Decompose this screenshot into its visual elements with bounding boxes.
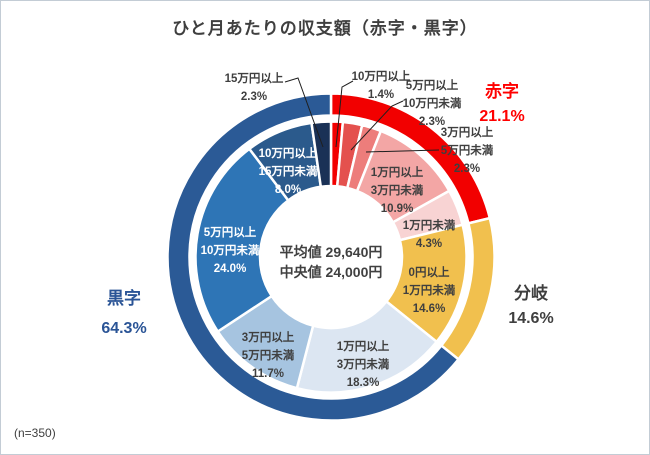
mean-value: 平均値 29,640円 — [279, 244, 383, 260]
segment-label-3-line-1: 3万円未満 — [371, 183, 424, 197]
segment-label-1-line-2: 2.3% — [419, 116, 445, 128]
segment-label-9-line-1: 15万円未満 — [259, 164, 318, 178]
segment-label-1-line-0: 5万円以上 — [406, 78, 459, 92]
segment-label-4-line-1: 4.3% — [416, 238, 442, 250]
group-label-surplus-name: 黒字 — [107, 289, 141, 308]
segment-label-10-line-1: 2.3% — [241, 91, 267, 103]
segment-label-6-line-2: 18.3% — [347, 377, 380, 389]
segment-label-8-line-1: 10万円未満 — [201, 243, 260, 257]
segment-label-7-line-1: 5万円未満 — [242, 348, 295, 362]
segment-label-9-line-2: 8.0% — [275, 184, 301, 196]
leader-line-1 — [350, 100, 404, 151]
segment-label-1-line-1: 10万円未満 — [403, 96, 462, 110]
segment-label-4-line-0: 1万円未満 — [403, 218, 456, 232]
group-label-surplus: 黒字 64.3% — [69, 284, 179, 338]
leader-line-2 — [365, 149, 440, 153]
group-label-surplus-pct: 64.3% — [101, 320, 147, 337]
segment-label-3-line-2: 10.9% — [381, 203, 414, 215]
segment-label-6-line-1: 3万円未満 — [337, 357, 390, 371]
group-label-deficit: 赤字 21.1% — [447, 77, 557, 126]
group-label-deficit-pct: 21.1% — [479, 108, 525, 125]
segment-label-2-line-0: 3万円以上 — [441, 125, 494, 139]
segment-label-0-line-1: 1.4% — [368, 89, 394, 101]
segment-label-8-line-0: 5万円以上 — [204, 225, 257, 239]
segment-label-3-line-0: 1万円以上 — [371, 165, 424, 179]
segment-label-5-line-1: 1万円未満 — [403, 283, 456, 297]
segment-label-5-line-2: 14.6% — [413, 303, 446, 315]
group-label-breakeven: 分岐 14.6% — [476, 279, 586, 328]
segment-label-7-line-2: 11.7% — [252, 368, 284, 380]
pie-segment-10 — [310, 120, 333, 189]
sample-size-note: (n=350) — [14, 426, 56, 440]
segment-label-7-line-0: 3万円以上 — [242, 330, 295, 344]
group-label-deficit-name: 赤字 — [485, 82, 519, 101]
segment-label-8-line-2: 24.0% — [214, 263, 247, 275]
segment-label-5-line-0: 0円以上 — [409, 265, 450, 279]
median-value: 中央値 24,000円 — [279, 264, 383, 280]
leader-line-0 — [335, 80, 354, 148]
pie-segment-8 — [194, 147, 290, 334]
segment-label-9-line-0: 10万円以上 — [259, 146, 318, 160]
pie-segment-6 — [295, 299, 439, 394]
group-label-breakeven-pct: 14.6% — [508, 310, 554, 327]
segment-label-0-line-0: 10万円以上 — [352, 69, 411, 83]
ring-segment-2 — [166, 92, 461, 422]
segment-label-6-line-0: 1万円以上 — [337, 339, 390, 353]
segment-label-10-line-0: 15万円以上 — [225, 71, 284, 85]
group-label-breakeven-name: 分岐 — [514, 284, 548, 303]
segment-label-2-line-1: 5万円未満 — [441, 143, 494, 157]
segment-label-2-line-2: 2.3% — [454, 163, 480, 175]
leader-line-10 — [284, 77, 324, 148]
center-stats: 平均値 29,640円 中央値 24,000円 — [231, 242, 431, 282]
chart-title: ひと月あたりの収支額（赤字・黒字） — [172, 19, 478, 38]
